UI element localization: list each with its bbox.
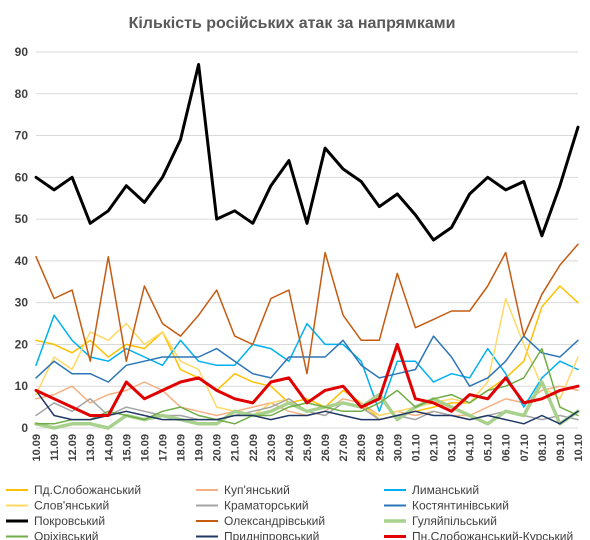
x-axis: 10.09 11.09 12.09 13.09 14.09 15.09 16.09 17.09… <box>31 434 585 462</box>
legend-label: Лиманський <box>412 483 479 497</box>
x-tick-label: 26.09 <box>320 434 332 462</box>
x-tick-label: 10.09 <box>31 434 43 462</box>
x-tick-label: 30.09 <box>392 434 404 462</box>
x-tick-label: 27.09 <box>338 434 350 462</box>
x-tick-label: 24.09 <box>284 434 296 462</box>
x-tick-label: 12.09 <box>67 434 79 462</box>
legend-label: Краматорський <box>224 499 309 513</box>
x-tick-label: 10.10 <box>573 434 585 462</box>
y-tick-label: 50 <box>15 212 29 226</box>
legend-label: Пд.Слобожанський <box>34 483 141 497</box>
legend-label: Костянтинівський <box>412 499 509 513</box>
legend: Пд.Слобожанський Куп'янський Лиманський Сло… <box>6 483 573 540</box>
legend-label: Гуляйпільський <box>412 514 497 528</box>
x-tick-label: 23.09 <box>266 434 278 462</box>
legend-label: Оріхівський <box>34 530 99 540</box>
x-tick-label: 22.09 <box>248 434 260 462</box>
x-tick-label: 01.10 <box>410 434 422 462</box>
x-tick-label: 13.09 <box>85 434 97 462</box>
y-tick-label: 30 <box>15 296 29 310</box>
x-tick-label: 18.09 <box>176 434 188 462</box>
legend-label: Пн.Слобожанський-Курський <box>412 530 573 540</box>
x-tick-label: 05.10 <box>483 434 495 462</box>
x-tick-label: 11.09 <box>49 434 61 461</box>
legend-label: Покровський <box>34 514 105 528</box>
x-tick-label: 28.09 <box>356 434 368 462</box>
x-tick-label: 09.10 <box>555 434 567 462</box>
x-tick-label: 03.10 <box>447 434 459 462</box>
legend-label: Куп'янський <box>224 483 290 497</box>
x-tick-label: 08.10 <box>537 434 549 462</box>
x-tick-label: 17.09 <box>157 434 169 462</box>
x-tick-label: 15.09 <box>121 434 133 462</box>
x-tick-label: 07.10 <box>519 434 531 462</box>
y-tick-label: 10 <box>15 379 29 393</box>
series-line-11 <box>34 342 580 417</box>
x-tick-label: 29.09 <box>374 434 386 462</box>
chart-title: Кількість російських атак за напрямками <box>129 15 456 32</box>
x-tick-label: 14.09 <box>103 434 115 462</box>
series-line-6 <box>34 63 580 242</box>
y-tick-label: 20 <box>15 337 29 351</box>
y-tick-label: 90 <box>15 45 29 59</box>
series-line-2 <box>35 314 579 413</box>
y-tick-label: 70 <box>15 129 29 143</box>
y-tick-label: 60 <box>15 170 29 184</box>
x-tick-label: 06.10 <box>501 434 513 462</box>
series-line-5 <box>35 335 579 387</box>
series-line-10 <box>35 389 579 425</box>
legend-label: Придніпровський <box>224 530 319 540</box>
y-tick-label: 0 <box>21 421 28 435</box>
y-axis: 0 10 20 30 40 50 60 70 80 90 <box>15 45 29 435</box>
x-tick-label: 04.10 <box>465 434 477 462</box>
x-tick-label: 16.09 <box>139 434 151 462</box>
series-lines <box>34 63 580 430</box>
x-tick-label: 19.09 <box>194 434 206 462</box>
y-tick-label: 40 <box>15 254 29 268</box>
x-tick-label: 20.09 <box>212 434 224 462</box>
series-line-7 <box>35 243 579 375</box>
legend-label: Олександрівський <box>224 514 325 528</box>
x-tick-label: 02.10 <box>428 434 440 462</box>
legend-label: Слов'янський <box>34 499 109 513</box>
y-tick-label: 80 <box>15 87 29 101</box>
x-tick-label: 25.09 <box>302 434 314 462</box>
x-tick-label: 21.09 <box>230 434 242 462</box>
